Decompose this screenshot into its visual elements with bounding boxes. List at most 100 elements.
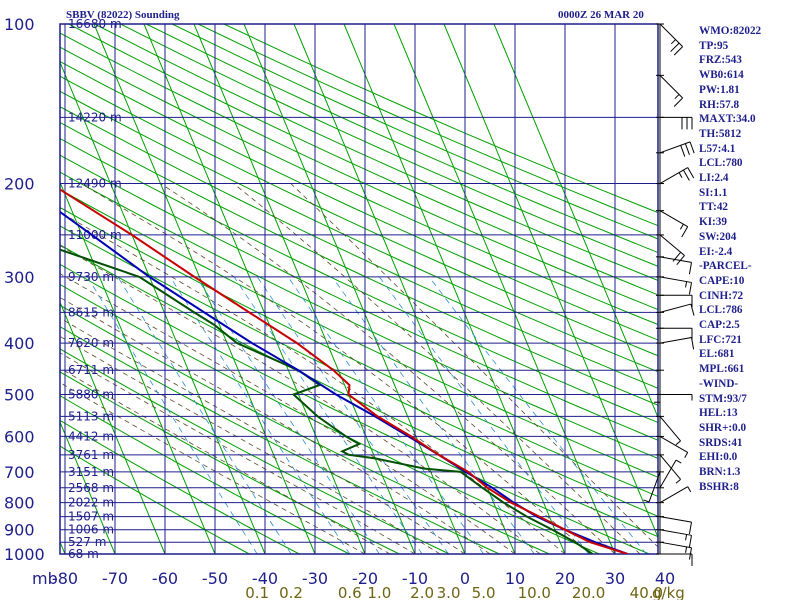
sounding-index: BSHR:8	[699, 480, 739, 493]
wind-barb-flag	[672, 251, 682, 262]
height-label: 9730 m	[68, 270, 114, 284]
temperature-trace	[60, 188, 628, 554]
timestamp: 0000Z 26 MAR 20	[558, 9, 644, 21]
wind-barb-flag	[687, 167, 695, 179]
dry-adiabat-line	[60, 171, 658, 460]
wind-barb-staff	[659, 256, 692, 263]
wind-barb	[656, 486, 692, 504]
pressure-tick-label: 400	[4, 334, 35, 353]
wind-barb-flag	[674, 94, 680, 100]
mixing-ratio-label: 0.6	[338, 584, 362, 600]
wind-barb-staff	[659, 276, 692, 283]
temperature-tick-label: -30	[302, 569, 328, 588]
wind-barb-flag	[685, 546, 688, 553]
pressure-tick-label: 600	[4, 427, 35, 446]
wind-barb-staff	[659, 454, 681, 480]
wind-barbs	[643, 23, 695, 566]
isotherm-line	[443, 24, 658, 539]
sounding-index: WMO:82022	[699, 25, 762, 37]
sounding-index: LCL:786	[699, 304, 743, 317]
wind-barb	[656, 294, 693, 308]
height-label: 11000 m	[68, 228, 122, 242]
temperature-tick-label: 0	[460, 569, 470, 588]
plot-frame	[59, 23, 659, 555]
sounding-index: KI:39	[699, 216, 727, 229]
wind-barb-flag	[681, 226, 689, 238]
wind-barb	[656, 529, 693, 548]
wind-barb-flag	[678, 172, 683, 178]
sounding-index: EI:-2.4	[699, 245, 733, 258]
sounding-index: TT:42	[699, 201, 729, 214]
mixing-ratio-line	[233, 276, 423, 554]
sounding-index: SI:1.1	[699, 186, 728, 199]
wind-barb-flag	[673, 97, 683, 107]
wind-barb-staff	[659, 23, 683, 47]
wind-barb-staff	[659, 416, 681, 442]
pressure-tick-label: 1000	[4, 545, 45, 564]
height-label: 3151 m	[68, 465, 114, 479]
wind-barb	[654, 369, 664, 403]
wind-barb	[656, 276, 693, 295]
dry-adiabat-line	[60, 188, 658, 478]
sounding-index: -WIND-	[699, 377, 739, 390]
height-label: 68 m	[68, 547, 99, 561]
wind-barb-flag	[673, 46, 683, 56]
wind-barb-flag	[675, 440, 681, 446]
mixing-ratio-label: 2.0	[410, 584, 434, 600]
pressure-grid	[59, 23, 659, 555]
sounding-index: MAXT:34.0	[699, 113, 756, 126]
height-label: 7620 m	[68, 336, 114, 350]
mixing-ratio-line	[87, 276, 258, 554]
wind-barb	[656, 141, 695, 157]
wind-barb	[656, 435, 689, 458]
pressure-tick-label: 100	[4, 15, 35, 34]
temperature-tick-label: 10	[505, 569, 525, 588]
chart-title: SBBV (82022) Sounding	[66, 9, 180, 21]
dry-adiabat-line	[60, 154, 658, 441]
dry-adiabat-line	[60, 90, 658, 373]
pressure-tick-label: 300	[4, 268, 35, 287]
height-label: 5880 m	[68, 387, 114, 401]
wind-barb-flag	[687, 486, 692, 493]
sounding-index: WB0:614	[699, 69, 744, 82]
sounding-index: RH:57.8	[699, 98, 740, 111]
temperature-tick-label: -60	[152, 569, 178, 588]
wind-barb	[656, 303, 695, 316]
dry-adiabat-line	[60, 46, 658, 326]
moist-adiabat-line	[60, 352, 416, 554]
wind-barb-staff	[648, 471, 661, 503]
wind-barb-staff	[659, 303, 692, 313]
sounding-index: TP:95	[699, 39, 729, 52]
mixing-ratio-unit-label: g/kg	[652, 584, 685, 600]
wind-barb	[656, 454, 681, 484]
wind-barb-flag	[691, 337, 695, 350]
height-labels: 16680 m 14220 m 12490 m 11000 m 9730 m 8615 m…	[68, 17, 122, 561]
sounding-index: HEL:13	[699, 407, 738, 420]
wind-barb-flag	[679, 223, 684, 230]
wind-barb-staff	[659, 234, 685, 256]
wind-barb	[656, 553, 693, 566]
height-label: 12490 m	[68, 177, 122, 191]
height-label: 2022 m	[68, 496, 114, 510]
dry-adiabat-line	[60, 75, 658, 357]
mixing-ratio-label: 0.1	[245, 584, 269, 600]
sounding-index: LI:2.4	[699, 172, 729, 185]
wind-barb-staff	[659, 529, 692, 536]
wind-barb-flag	[685, 281, 688, 288]
wind-barb-staff	[659, 459, 677, 489]
sounding-index: CAPE:10	[699, 274, 745, 287]
isotherm-line	[343, 24, 566, 554]
sounding-index: EL:681	[699, 348, 735, 361]
isotherm-line	[60, 300, 166, 554]
wind-barb-flag	[670, 39, 676, 45]
sounding-index: CAP:2.5	[699, 319, 740, 332]
dry-adiabat-line	[60, 206, 658, 497]
wind-barb-flag	[688, 535, 693, 548]
sounding-index: BRN:1.3	[699, 466, 741, 479]
sounding-index: L57:4.1	[699, 142, 736, 155]
dry-adiabat-line	[60, 138, 658, 424]
wind-barb-flag	[670, 42, 680, 52]
dry-adiabat-line	[60, 106, 658, 389]
wind-barb-flag	[688, 262, 693, 275]
temperature-tick-label: 30	[605, 569, 625, 588]
